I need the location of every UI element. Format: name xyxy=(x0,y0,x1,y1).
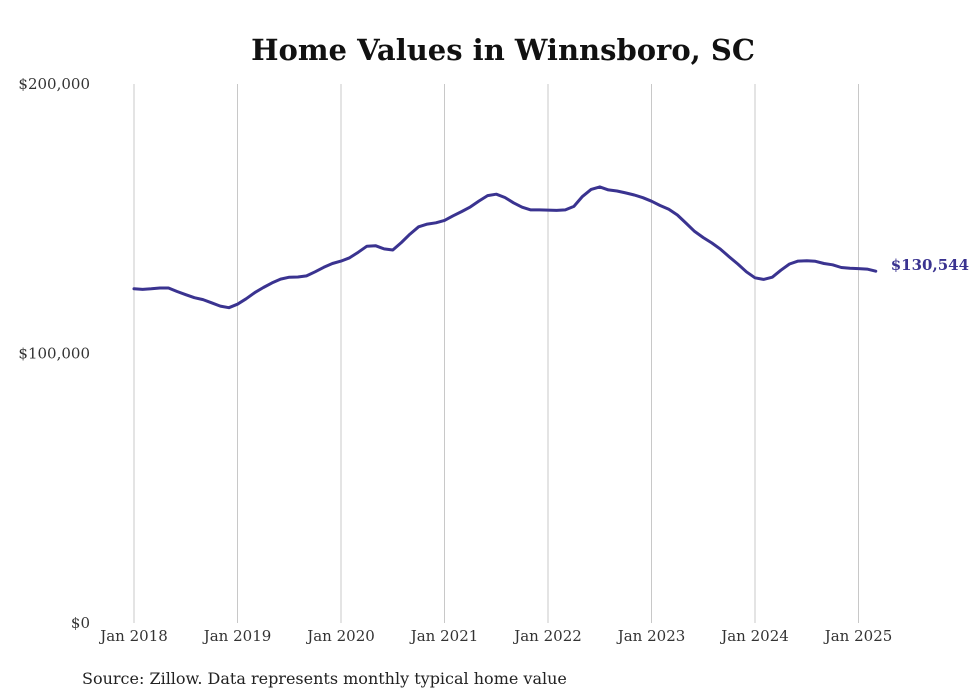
source-note: Source: Zillow. Data represents monthly … xyxy=(82,669,567,688)
y-axis-tick-labels: $0 $100,000 $200,000 xyxy=(18,75,90,632)
chart-title: Home Values in Winnsboro, SC xyxy=(251,33,755,67)
x-tick-label: Jan 2025 xyxy=(823,627,893,645)
x-tick-label: Jan 2023 xyxy=(616,627,686,645)
y-tick-label: $0 xyxy=(71,614,90,632)
y-tick-label: $200,000 xyxy=(18,75,90,93)
x-tick-label: Jan 2024 xyxy=(719,627,789,645)
y-tick-label: $100,000 xyxy=(18,345,90,363)
last-value-label: $130,544 xyxy=(891,256,969,274)
x-axis-tick-labels: Jan 2018 Jan 2019 Jan 2020 Jan 2021 Jan 2022… xyxy=(98,627,892,645)
x-tick-label: Jan 2020 xyxy=(305,627,375,645)
x-tick-label: Jan 2018 xyxy=(98,627,168,645)
x-tick-label: Jan 2021 xyxy=(409,627,479,645)
x-tick-label: Jan 2022 xyxy=(512,627,582,645)
series-line xyxy=(132,185,878,310)
gridlines xyxy=(133,84,859,623)
x-tick-label: Jan 2019 xyxy=(202,627,272,645)
